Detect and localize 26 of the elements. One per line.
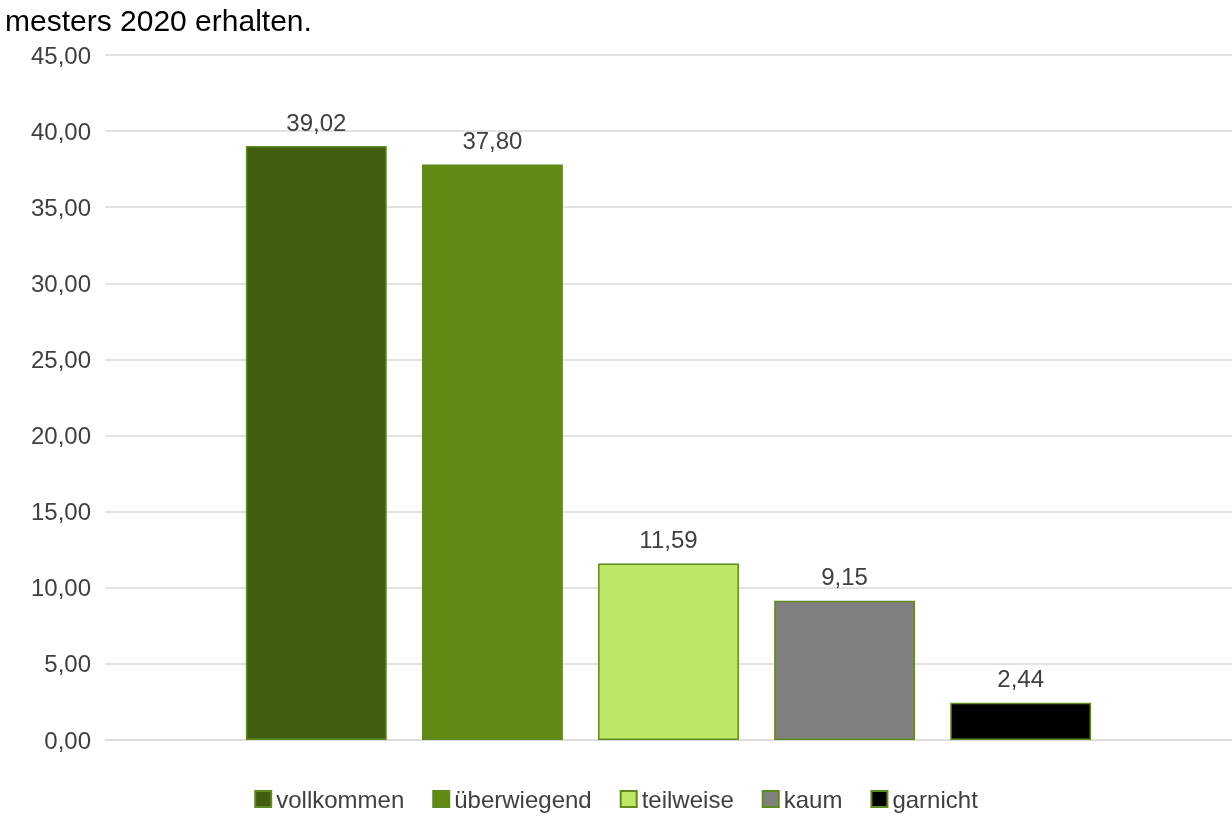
data-label: 2,44 [997, 665, 1045, 693]
y-tick-label: 5,00 [44, 650, 91, 678]
y-tick-label: 10,00 [30, 574, 91, 602]
y-tick-label: 25,00 [30, 345, 91, 373]
bar [245, 146, 387, 740]
data-label: 11,59 [639, 526, 698, 554]
y-tick-label: 30,00 [30, 269, 91, 297]
y-tick-label: 40,00 [30, 117, 91, 145]
legend-label: kaum [783, 785, 843, 813]
legend-label: vollkommen [276, 785, 405, 813]
legend-label: überwiegend [454, 785, 592, 813]
y-tick-label: 20,00 [30, 422, 91, 450]
y-tick-label: 35,00 [30, 193, 91, 221]
bar [774, 600, 916, 740]
data-label: 37,80 [462, 127, 523, 155]
data-label: 9,15 [821, 563, 868, 591]
legend-label: garnicht [892, 785, 979, 813]
chart-title: mesters 2020 erhalten. [5, 3, 312, 37]
legend-label: teilweise [641, 785, 734, 813]
bar [421, 164, 563, 740]
y-tick-label: 15,00 [30, 498, 91, 526]
bar [598, 563, 739, 740]
y-tick-label: 45,00 [30, 41, 91, 69]
data-label: 39,02 [286, 108, 347, 136]
y-tick-label: 0,00 [44, 726, 91, 754]
bar [950, 702, 1092, 740]
